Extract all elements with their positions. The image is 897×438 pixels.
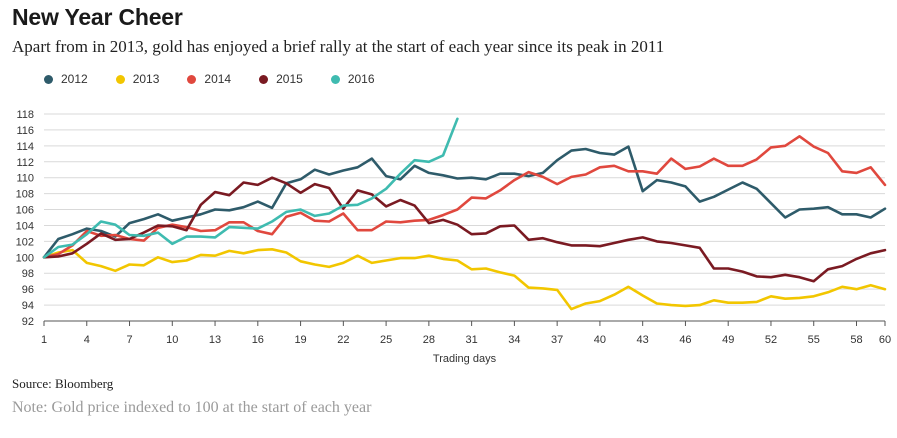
x-tick-label: 25 (380, 334, 392, 346)
legend-swatch (44, 74, 53, 84)
source-text: Source: Bloomberg (12, 376, 114, 391)
series-line-2014 (42, 134, 887, 259)
series-line-2016 (42, 117, 459, 259)
legend-label: 2015 (276, 72, 303, 86)
y-tick-label: 96 (22, 284, 34, 296)
x-axis-label: Trading days (433, 353, 497, 365)
legend-item-2012: 2012 (44, 72, 88, 86)
y-tick-label: 98 (22, 268, 34, 280)
legend-item-2013: 2013 (115, 72, 160, 86)
legend-label: 2014 (204, 72, 232, 86)
y-tick-label: 94 (22, 300, 34, 312)
y-tick-label: 118 (16, 109, 34, 121)
y-tick-label: 102 (16, 236, 34, 248)
series-line-2015 (42, 176, 887, 283)
x-tick-label: 19 (294, 334, 306, 346)
x-tick-label: 55 (808, 334, 820, 346)
series-line-2013 (42, 248, 887, 311)
x-tick-label: 46 (679, 334, 691, 346)
x-tick-label: 10 (166, 334, 178, 346)
x-tick-label: 4 (84, 334, 90, 346)
legend-swatch (259, 74, 269, 84)
x-tick-label: 7 (126, 334, 132, 346)
y-tick-label: 114 (16, 141, 34, 153)
y-tick-label: 100 (16, 252, 34, 264)
legend-item-2015: 2015 (259, 72, 303, 86)
legend: 2012 2013 2014 2015 2016 (44, 72, 403, 86)
x-tick-label: 31 (466, 334, 478, 346)
x-tick-label: 58 (850, 334, 862, 346)
x-tick-label: 13 (209, 334, 221, 346)
y-tick-label: 104 (16, 220, 34, 232)
legend-swatch (330, 74, 340, 84)
y-tick-label: 112 (16, 157, 34, 169)
x-tick-label: 1 (41, 334, 47, 346)
x-tick-label: 22 (337, 334, 349, 346)
legend-label: 2016 (347, 72, 375, 86)
x-tick-label: 52 (765, 334, 777, 346)
x-tick-label: 34 (508, 334, 520, 346)
legend-swatch (187, 74, 197, 84)
x-tick-label: 37 (551, 334, 563, 346)
y-tick-label: 92 (22, 316, 34, 328)
legend-label: 2013 (132, 72, 160, 86)
x-tick-label: 49 (722, 334, 734, 346)
chart-subtitle: Apart from in 2013, gold has enjoyed a b… (12, 37, 665, 56)
series-line-2012 (42, 145, 887, 259)
x-tick-label: 28 (423, 334, 435, 346)
x-tick-label: 40 (594, 334, 606, 346)
y-tick-label: 116 (16, 125, 34, 137)
legend-item-2016: 2016 (330, 72, 375, 86)
y-tick-label: 108 (16, 189, 34, 201)
legend-item-2014: 2014 (187, 72, 231, 86)
legend-swatch (115, 74, 125, 84)
y-tick-label: 110 (16, 173, 34, 185)
x-tick-label: 43 (637, 334, 649, 346)
legend-label: 2012 (61, 72, 88, 86)
x-tick-label: 60 (879, 334, 891, 346)
y-tick-label: 106 (16, 205, 34, 217)
note-text: Note: Gold price indexed to 100 at the s… (12, 399, 372, 416)
x-tick-label: 16 (252, 334, 264, 346)
chart-title: New Year Cheer (12, 4, 183, 30)
